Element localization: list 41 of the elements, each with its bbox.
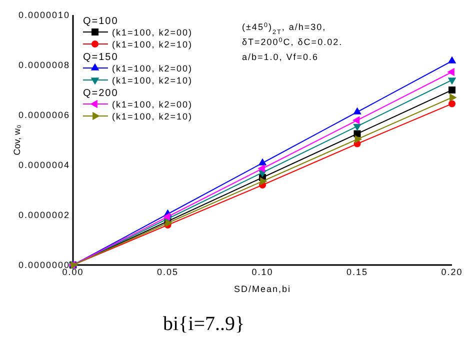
legend-label: (k1=100, k2=00) (112, 64, 193, 74)
annotation: Q=200 (83, 88, 118, 99)
annotation: (±45$^{0}$)$_{2T}$, a/h=30, (242, 22, 326, 36)
x-tick-label: 0.05 (156, 267, 179, 277)
point (260, 177, 268, 186)
point (162, 212, 170, 221)
point (258, 158, 267, 166)
annotation: δT=200$^{0}$C, δC=0.02. (242, 36, 343, 47)
y-tick-label: 0.0000006 (18, 110, 70, 120)
x-tick-label: 0.20 (441, 267, 463, 277)
annotation: a/b=1.0, Vf=0.6 (242, 52, 319, 62)
point (165, 218, 173, 228)
point (447, 68, 454, 76)
legend-label: (k1=100, k2=10) (112, 76, 193, 86)
point (258, 164, 265, 173)
y-tick-label: 0.0000010 (18, 10, 70, 20)
annotation: Q=150 (83, 52, 118, 63)
point (353, 107, 362, 114)
text: bi{i=7..9} (163, 313, 245, 335)
legend-label: (k1=100, k2=00) (112, 100, 193, 110)
point (450, 93, 457, 102)
x-tick-label: 0.00 (62, 267, 84, 277)
legend-label: (k1=100, k2=10) (112, 40, 193, 50)
point (353, 124, 362, 132)
x-tick-label: 0.10 (252, 267, 274, 277)
x-tick-label: 0.15 (346, 267, 368, 277)
point (448, 78, 456, 85)
point (448, 56, 456, 64)
x-axis-title: SD/Mean,bi (234, 284, 292, 294)
legend-label: (k1=100, k2=10) (112, 112, 193, 122)
point (448, 86, 456, 94)
annotation: Q=100 (83, 16, 118, 27)
point (448, 100, 456, 108)
y-tick-label: 0.0000004 (18, 160, 70, 170)
legend-label: (k1=100, k2=00) (112, 28, 193, 38)
point (354, 135, 362, 144)
y-axis-title: Cov, w₀ (12, 124, 22, 156)
y-tick-label: 0.0000000 (18, 260, 70, 270)
point (352, 116, 360, 124)
y-tick-label: 0.0000002 (18, 210, 70, 220)
y-tick-label: 0.0000008 (18, 60, 70, 70)
